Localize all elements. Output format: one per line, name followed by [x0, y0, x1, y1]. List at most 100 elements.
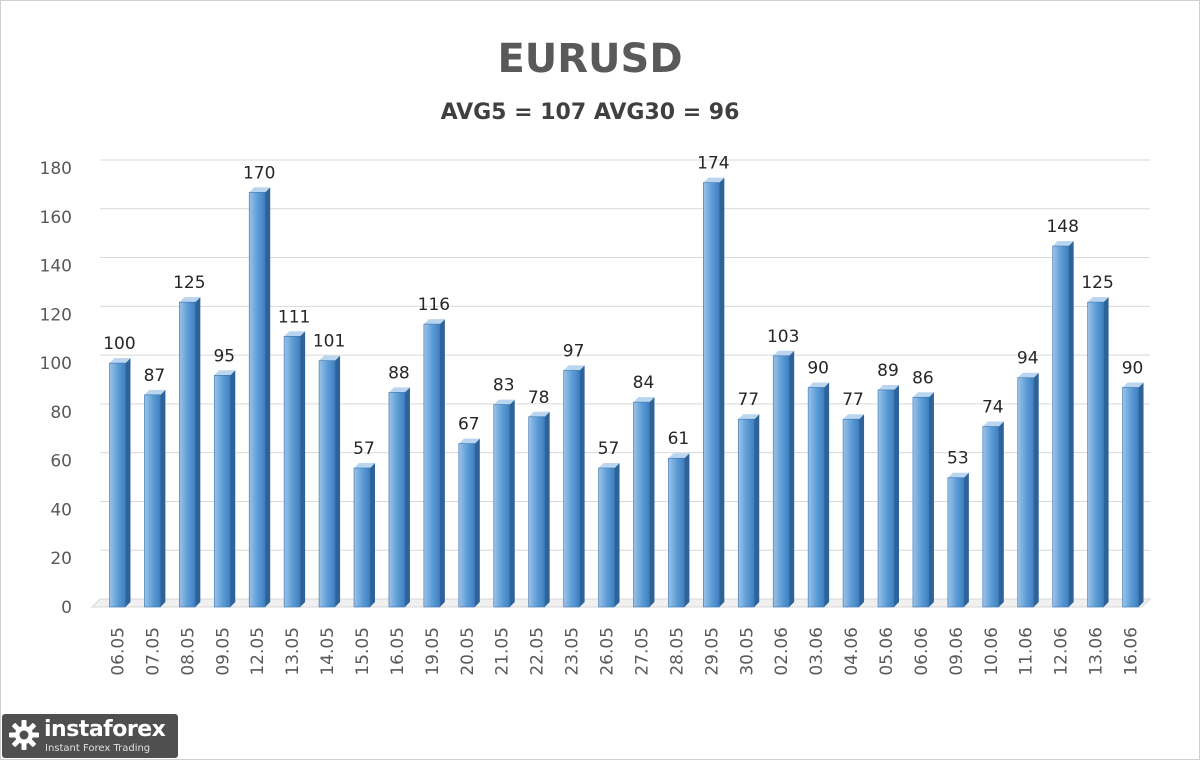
x-tick-label: 29.05	[702, 627, 722, 676]
x-tick-label: 05.06	[877, 627, 897, 676]
x-tick-label: 12.06	[1052, 627, 1072, 676]
data-label: 90	[807, 359, 829, 379]
x-tick-label: 22.05	[528, 627, 548, 676]
data-label: 87	[144, 366, 166, 386]
bar	[353, 462, 375, 608]
x-tick-label: 21.05	[493, 627, 513, 676]
bar	[982, 421, 1004, 608]
bar	[109, 358, 131, 608]
data-label: 61	[668, 429, 690, 449]
x-tick-label: 13.06	[1087, 627, 1107, 676]
data-label: 116	[418, 295, 450, 315]
bar	[703, 177, 725, 608]
data-label: 83	[493, 376, 515, 396]
data-label: 148	[1046, 217, 1078, 237]
instaforex-logo: instaforex Instant Forex Trading	[2, 714, 178, 758]
x-tick-label: 28.05	[667, 627, 687, 676]
bar	[912, 392, 934, 608]
x-tick-label: 09.05	[213, 627, 233, 676]
y-tick-label: 60	[50, 452, 72, 472]
y-tick-label: 40	[50, 500, 72, 520]
y-tick-label: 160	[40, 208, 72, 228]
x-tick-label: 07.05	[143, 627, 163, 676]
x-tick-label: 26.05	[598, 627, 618, 676]
bar	[947, 472, 969, 608]
data-label: 53	[947, 449, 969, 469]
logo-tagline: Instant Forex Trading	[45, 743, 151, 754]
data-label: 89	[877, 361, 899, 381]
x-tick-label: 30.05	[737, 627, 757, 676]
bar	[737, 414, 760, 608]
chart-title: EURUSD	[497, 36, 683, 82]
bar	[1122, 382, 1144, 608]
bar	[248, 187, 271, 608]
x-tick-label: 13.05	[283, 627, 303, 676]
bar	[563, 365, 585, 608]
data-label: 125	[1081, 273, 1113, 293]
x-tick-label: 16.06	[1122, 627, 1142, 676]
data-label: 57	[353, 439, 375, 459]
x-tick-label: 16.05	[388, 627, 408, 676]
x-tick-label: 10.06	[982, 627, 1002, 676]
x-tick-label: 09.06	[947, 627, 967, 676]
bar	[633, 397, 655, 608]
data-label: 57	[598, 439, 620, 459]
x-tick-label: 04.06	[842, 627, 862, 676]
x-tick-label: 11.06	[1017, 627, 1037, 676]
bar	[318, 355, 341, 608]
x-tick-label: 14.05	[318, 627, 338, 676]
bar	[807, 382, 830, 608]
data-label: 101	[313, 332, 345, 352]
bar	[1087, 297, 1109, 608]
data-label: 94	[1017, 349, 1039, 369]
x-tick-label: 23.05	[563, 627, 583, 676]
bar	[144, 389, 166, 608]
data-label: 74	[982, 398, 1004, 418]
bar	[388, 387, 410, 608]
y-tick-label: 120	[40, 305, 72, 325]
logo-gear-icon	[9, 720, 39, 750]
x-tick-label: 19.05	[423, 627, 443, 676]
bar	[179, 297, 201, 608]
bar	[1017, 372, 1039, 608]
data-label: 103	[767, 327, 799, 347]
x-tick-label: 02.06	[772, 627, 792, 676]
bar	[423, 319, 445, 608]
data-label: 86	[912, 368, 934, 388]
y-tick-label: 0	[61, 598, 72, 618]
y-tick-label: 80	[50, 403, 72, 423]
bar	[1052, 241, 1074, 608]
data-label: 67	[458, 415, 480, 435]
y-tick-label: 100	[40, 354, 72, 374]
y-tick-label: 140	[40, 257, 72, 277]
x-tick-label: 06.06	[912, 627, 932, 676]
bar	[668, 453, 690, 608]
data-label: 77	[737, 390, 759, 410]
data-label: 88	[388, 363, 410, 383]
x-tick-label: 08.05	[178, 627, 198, 676]
data-label: 125	[173, 273, 205, 293]
x-tick-label: 03.06	[807, 627, 827, 676]
x-tick-label: 27.05	[632, 627, 652, 676]
bar	[598, 462, 620, 608]
bar	[842, 414, 865, 608]
bar	[283, 331, 306, 608]
data-label: 97	[563, 341, 585, 361]
bar	[528, 411, 550, 608]
bar	[877, 384, 899, 608]
bar	[458, 438, 480, 608]
bar	[772, 350, 795, 608]
data-label: 170	[243, 163, 275, 183]
data-label: 100	[103, 334, 135, 354]
y-tick-label: 180	[40, 159, 72, 179]
data-label: 77	[842, 390, 864, 410]
data-label: 78	[528, 388, 550, 408]
bars	[109, 177, 1144, 608]
x-tick-label: 12.05	[248, 627, 268, 676]
logo-name: instaforex	[44, 717, 166, 742]
x-axis: 06.05 07.05 08.05 09.05 12.05 13.05 14.05 15.05…	[108, 627, 1141, 676]
bar	[213, 370, 236, 608]
data-label: 90	[1122, 359, 1144, 379]
